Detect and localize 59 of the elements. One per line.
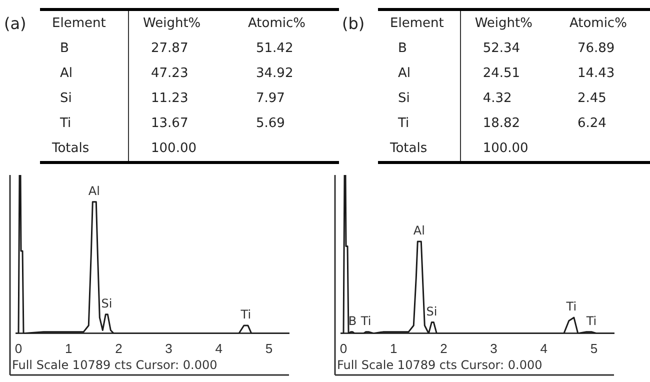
annotation: Si (426, 304, 438, 318)
x-tick-label: 0 (14, 340, 22, 356)
annotation: Ti (240, 308, 252, 322)
x-tick-label: 5 (590, 340, 598, 356)
category-label: Si (40, 86, 128, 111)
data-label: 24.51 (482, 65, 522, 83)
category-label: B (40, 36, 128, 61)
data-label: 4.32 (482, 90, 513, 108)
x-tick-label: 3 (490, 340, 498, 356)
text: Full Scale 10789 cts Cursor: 0.000 (12, 358, 218, 372)
text: Element (378, 10, 460, 36)
data-label: 13.67 (150, 115, 190, 133)
text: 100.00 (151, 141, 196, 156)
annotation: Ti (360, 314, 372, 328)
x-tick-label: 0 (340, 340, 348, 356)
text: Atomic% (568, 15, 628, 33)
data-label: 7.97 (255, 90, 286, 108)
x-tick-label: 5 (265, 340, 273, 356)
x-tick-label: 2 (440, 340, 448, 356)
data-label: 11.23 (150, 90, 190, 108)
data-label: 52.34 (482, 40, 522, 58)
x-tick-label: 4 (215, 340, 222, 356)
category-label: B (378, 36, 460, 61)
text: 100.00 (482, 141, 528, 156)
x-tick-label: 3 (165, 340, 172, 356)
data-label: 14.43 (576, 65, 616, 83)
x-tick-label: 2 (115, 340, 122, 356)
text: Weight% (142, 15, 202, 33)
x-tick-label: 1 (390, 340, 398, 356)
text: (a) (4, 14, 26, 33)
category-label: Si (378, 86, 460, 111)
data-label: 51.42 (255, 40, 294, 58)
text: Weight% (474, 15, 534, 33)
text: Atomic% (247, 15, 306, 33)
x-tick-label: 4 (540, 340, 548, 356)
data-label: 76.89 (576, 40, 616, 58)
data-label: 2.45 (576, 90, 608, 108)
category-label: Ti (40, 111, 128, 136)
annotation: Al (413, 224, 425, 238)
annotation: B (348, 314, 357, 328)
data-label: 5.69 (255, 115, 286, 133)
category-label: Al (40, 61, 128, 86)
data-label: 34.92 (255, 65, 294, 83)
annotation: Ti (565, 300, 577, 314)
category-label: Totals (378, 136, 460, 162)
data-label: 6.24 (576, 115, 608, 133)
data-label: 27.87 (150, 40, 190, 58)
annotation: Ti (585, 314, 597, 328)
text: (b) (342, 14, 365, 33)
data-label: 18.82 (482, 115, 522, 133)
x-tick-label: 1 (64, 340, 72, 356)
category-label: Al (378, 61, 460, 86)
annotation: Al (88, 184, 100, 198)
text: Element (40, 10, 128, 36)
data-label: 47.23 (150, 65, 190, 83)
category-label: Totals (40, 136, 128, 162)
text: Full Scale 10789 cts Cursor: 0.000 (337, 358, 542, 372)
category-label: Ti (378, 111, 460, 136)
annotation: Si (101, 296, 112, 311)
